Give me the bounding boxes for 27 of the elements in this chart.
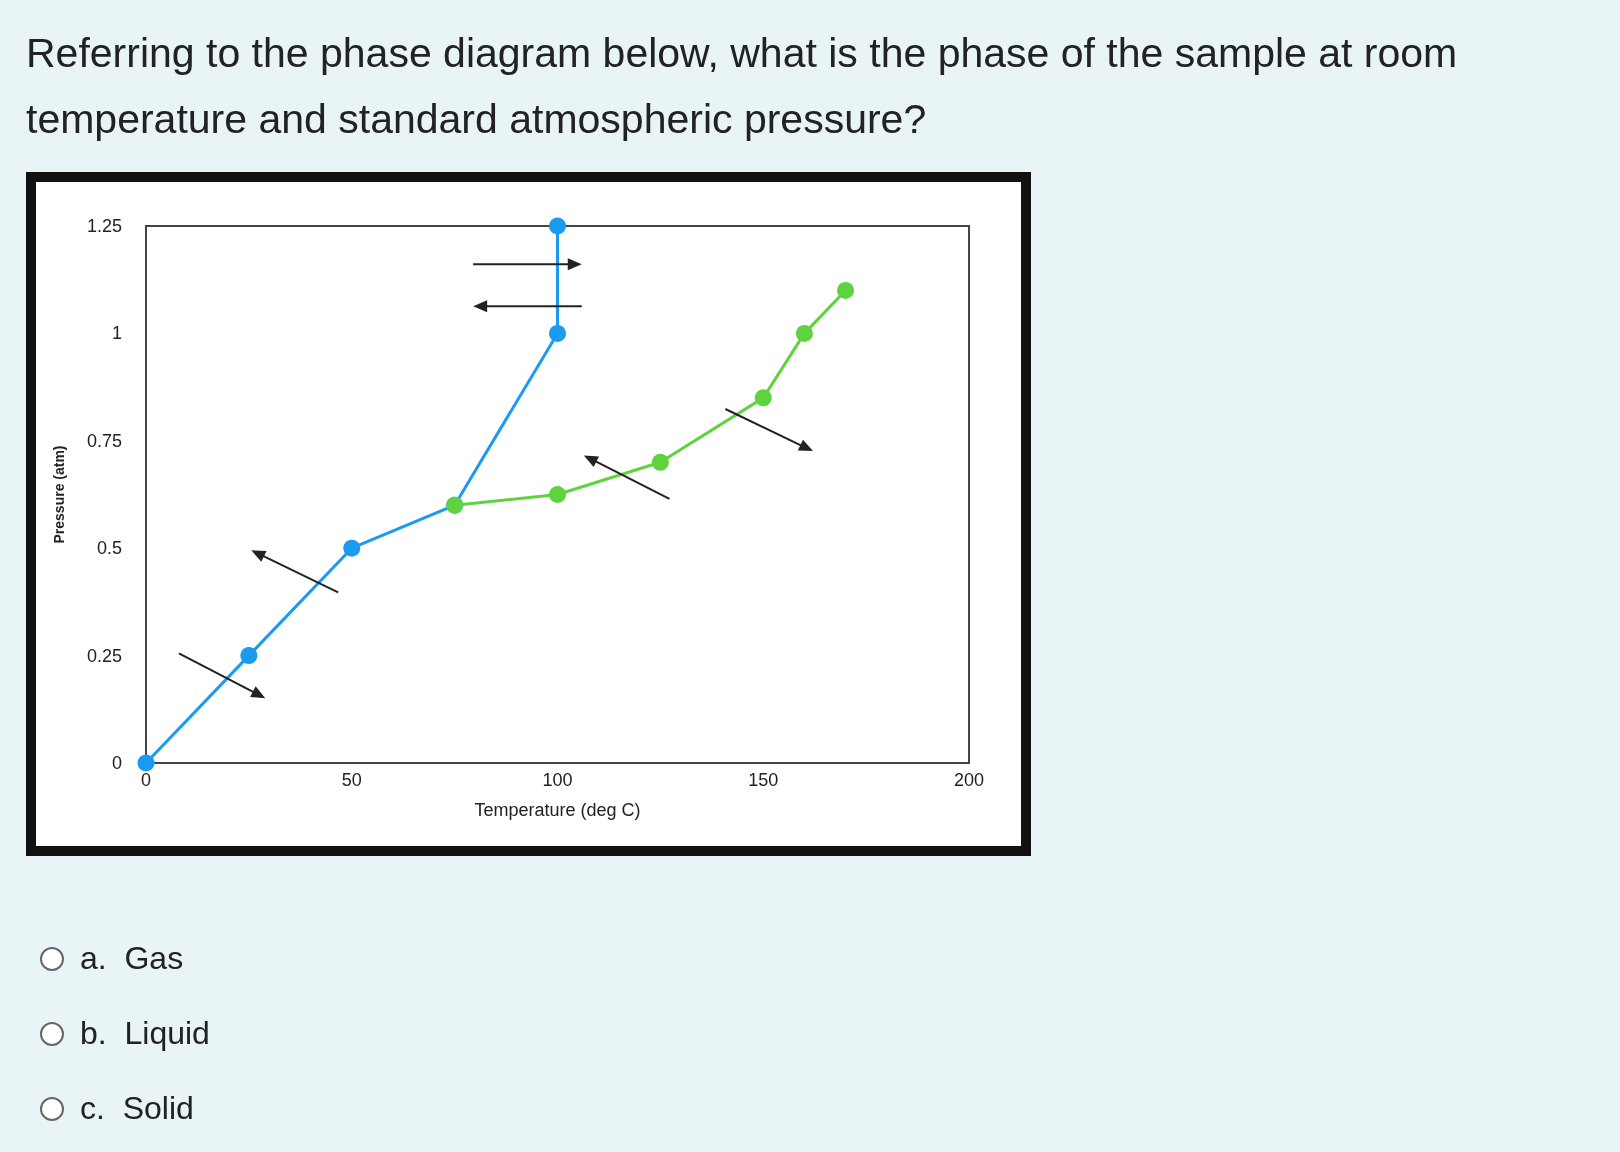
point (549, 217, 566, 235)
point (754, 389, 772, 407)
y-tick-label: 1 (111, 323, 122, 344)
y-tick-label: 0 (111, 753, 122, 773)
text: a. Gas (80, 940, 184, 977)
y-tick-label: 1.25 (86, 216, 122, 236)
text: c. Solid (80, 1090, 194, 1127)
x-tick-label: 150 (748, 770, 779, 790)
text: b. Liquid (80, 1015, 210, 1052)
point (549, 486, 566, 503)
y-axis-title: Pressure (atm) (51, 445, 67, 544)
y-tick-label: 0.5 (96, 538, 122, 559)
x-tick-label: 100 (542, 770, 573, 790)
point (651, 453, 669, 471)
point (137, 754, 155, 772)
point (343, 539, 361, 557)
y-tick-label: 0.75 (86, 430, 122, 451)
x-tick-label: 0 (140, 770, 152, 790)
x-tick-label: 200 (953, 770, 985, 790)
point (837, 281, 855, 299)
y-tick-label: 0.25 (86, 645, 122, 666)
point (549, 324, 566, 342)
x-tick-label: 50 (341, 770, 362, 790)
chart-title: Referring to the phase diagram below, what is the phase of the sample at room temperature and standard atmospheric pressure? (26, 29, 1459, 144)
x-axis-title: Temperature (deg C) (474, 800, 641, 820)
point (795, 324, 813, 342)
point (240, 647, 258, 665)
